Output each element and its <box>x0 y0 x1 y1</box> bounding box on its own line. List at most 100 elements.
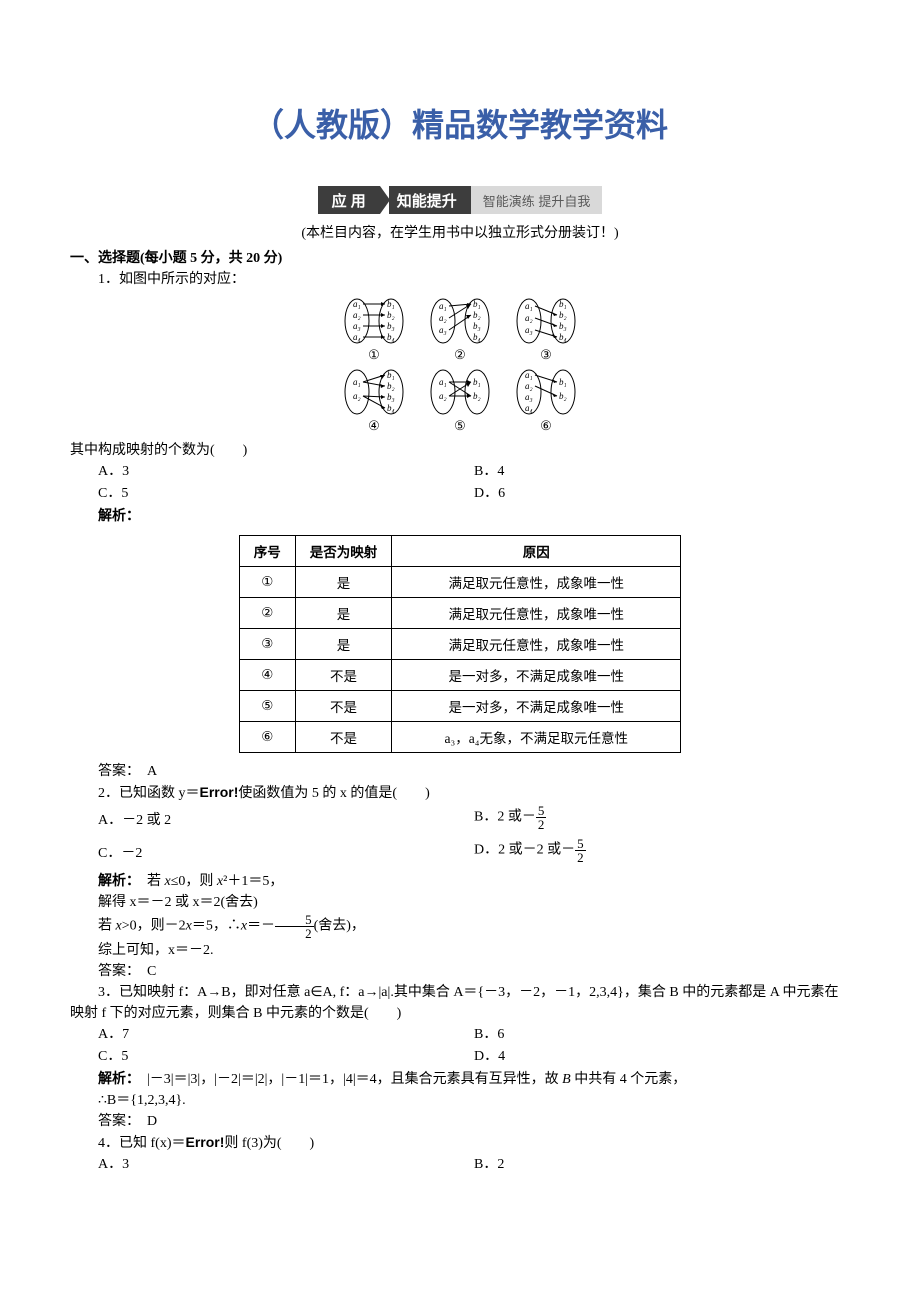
cell: 不是 <box>295 659 392 690</box>
q1-opt-a: A．3 <box>98 461 474 483</box>
mapping-6: a₁ a₂b₁ a₃b₂ a₄ ⑥ <box>515 367 577 434</box>
q1-opt-d: D．6 <box>474 483 850 505</box>
q3-stem: 3．已知映射 f：A→B，即对任意 a∈A, f：a→|a|.其中集合 A＝{－… <box>70 982 850 1024</box>
cell: 是一对多，不满足成象唯一性 <box>392 690 681 721</box>
q1-tail: 其中构成映射的个数为( ) <box>70 440 850 461</box>
q3-opt-c: C．5 <box>98 1046 474 1068</box>
cell: 满足取元任意性，成象唯一性 <box>392 628 681 659</box>
svg-text:b₂: b₂ <box>473 310 481 320</box>
col-header: 原因 <box>392 535 681 566</box>
cell: 是 <box>295 628 392 659</box>
cell: ③ <box>239 628 295 659</box>
q3-answer: 答案： D <box>70 1111 850 1132</box>
svg-text:a₁: a₁ <box>439 377 447 387</box>
svg-text:b₄: b₄ <box>387 332 395 342</box>
svg-text:b₁: b₁ <box>559 377 567 387</box>
mapping-4-label: ④ <box>368 418 380 434</box>
q2-answer: 答案： C <box>70 961 850 982</box>
mapping-5-label: ⑤ <box>454 418 466 434</box>
q1-table: 序号 是否为映射 原因 ①是满足取元任意性，成象唯一性 ②是满足取元任意性，成象… <box>239 535 682 753</box>
svg-text:a₂: a₂ <box>439 391 447 401</box>
q4-options: A．3 B．2 <box>98 1154 850 1176</box>
error-text: Error! <box>200 784 239 800</box>
mapping-5: a₁ b₁ a₂ b₂ ⑤ <box>429 367 491 434</box>
svg-text:a₂: a₂ <box>353 310 361 320</box>
q4-stem-b: 则 f(3)为( ) <box>224 1136 314 1151</box>
svg-text:b₂: b₂ <box>559 391 567 401</box>
svg-text:a₂: a₂ <box>353 391 361 401</box>
table-row: 序号 是否为映射 原因 <box>239 535 681 566</box>
q2-jiexi-3: 若 x>0，则－2x＝5，∴x＝－52(舍去)， <box>70 913 850 940</box>
mapping-1: a₁b₁ a₂b₂ a₃b₃ a₄b₄ ① <box>343 296 405 363</box>
svg-text:b₃: b₃ <box>559 321 567 331</box>
q1-answer: 答案： A <box>70 761 850 782</box>
q2-options: A．－2 或 2 B．2 或－52 C．－2 D．2 或－2 或－52 <box>98 804 850 871</box>
table-row: ①是满足取元任意性，成象唯一性 <box>239 566 681 597</box>
svg-text:a₄: a₄ <box>525 403 533 413</box>
svg-text:a₁: a₁ <box>439 301 447 311</box>
banner-left: 应 用 <box>318 186 380 214</box>
cell: 不是 <box>295 721 392 752</box>
cell: 是 <box>295 566 392 597</box>
cell: a₃，a₄无象，不满足取元任意性 <box>392 721 681 752</box>
svg-text:a₁: a₁ <box>525 301 533 311</box>
q2-jiexi3-post: (舍去)， <box>314 919 365 934</box>
frac-den: 2 <box>575 851 586 864</box>
svg-text:b₂: b₂ <box>559 310 567 320</box>
frac-den: 2 <box>536 818 547 831</box>
svg-text:b₂: b₂ <box>387 310 395 320</box>
page-title: （人教版）精品数学教学资料 <box>70 100 850 146</box>
q2-opt-a: A．－2 或 2 <box>98 804 474 838</box>
banner-tag: 智能演练 提升自我 <box>471 186 603 214</box>
q2-opt-b-pre: B．2 或－ <box>474 810 536 825</box>
svg-text:b₃: b₃ <box>387 321 395 331</box>
svg-text:a₂: a₂ <box>525 313 533 323</box>
q2-opt-d: D．2 或－2 或－52 <box>474 837 850 871</box>
q2-stem-a: 2．已知函数 y＝ <box>98 786 200 801</box>
svg-text:a₁: a₁ <box>353 377 361 387</box>
svg-text:b₄: b₄ <box>473 332 481 342</box>
q2-jiexi3-pre: 若 x>0，则－2x＝5，∴x＝－ <box>98 919 275 934</box>
q2-opt-b: B．2 或－52 <box>474 804 850 838</box>
frac-den: 2 <box>275 927 314 940</box>
svg-text:b₄: b₄ <box>387 403 395 413</box>
svg-text:b₁: b₁ <box>473 377 481 387</box>
frac-num: 5 <box>275 913 314 927</box>
mapping-3-label: ③ <box>540 347 552 363</box>
cell: ① <box>239 566 295 597</box>
q3-opt-a: A．7 <box>98 1024 474 1046</box>
q1-diagram: a₁ b₁ a₂ b₂ a₃ b₃ a₄ b₄ ① a₁ b₁ a₂ b₂ a₃ <box>70 296 850 434</box>
q2-stem-b: 使函数值为 5 的 x 的值是( ) <box>238 786 429 801</box>
svg-text:a₁: a₁ <box>525 370 533 380</box>
cell: ② <box>239 597 295 628</box>
cell: ⑤ <box>239 690 295 721</box>
q3-opt-d: D．4 <box>474 1046 850 1068</box>
frac-num: 5 <box>575 837 586 851</box>
frac-num: 5 <box>536 804 547 818</box>
svg-text:a₃: a₃ <box>525 325 533 335</box>
mapping-4: a₁b₁ a₂b₂ b₃ b₄ ④ <box>343 367 405 434</box>
cell: 满足取元任意性，成象唯一性 <box>392 597 681 628</box>
error-text: Error! <box>186 1134 225 1150</box>
table-row: ③是满足取元任意性，成象唯一性 <box>239 628 681 659</box>
banner-right: 知能提升 <box>389 186 471 214</box>
col-header: 是否为映射 <box>295 535 392 566</box>
svg-text:b₁: b₁ <box>559 299 567 309</box>
q3-jiexi-2: ∴B＝{1,2,3,4}. <box>70 1090 850 1111</box>
q4-stem-a: 4．已知 f(x)＝ <box>98 1136 186 1151</box>
mapping-3: a₁b₁ a₂b₂ a₃b₃ b₄ ③ <box>515 296 577 363</box>
col-header: 序号 <box>239 535 295 566</box>
cell: 不是 <box>295 690 392 721</box>
table-row: ④不是是一对多，不满足成象唯一性 <box>239 659 681 690</box>
svg-text:b₂: b₂ <box>473 391 481 401</box>
q2-stem: 2．已知函数 y＝Error!使函数值为 5 的 x 的值是( ) <box>70 782 850 804</box>
mapping-1-label: ① <box>368 347 380 363</box>
svg-text:b₁: b₁ <box>473 299 481 309</box>
q4-opt-a: A．3 <box>98 1154 474 1176</box>
svg-text:a₃: a₃ <box>353 321 361 331</box>
table-row: ②是满足取元任意性，成象唯一性 <box>239 597 681 628</box>
q1-stem: 1．如图中所示的对应： <box>70 269 850 290</box>
mapping-6-label: ⑥ <box>540 418 552 434</box>
svg-text:a₂: a₂ <box>439 313 447 323</box>
q3-options: A．7 B．6 C．5 D．4 <box>98 1024 850 1069</box>
